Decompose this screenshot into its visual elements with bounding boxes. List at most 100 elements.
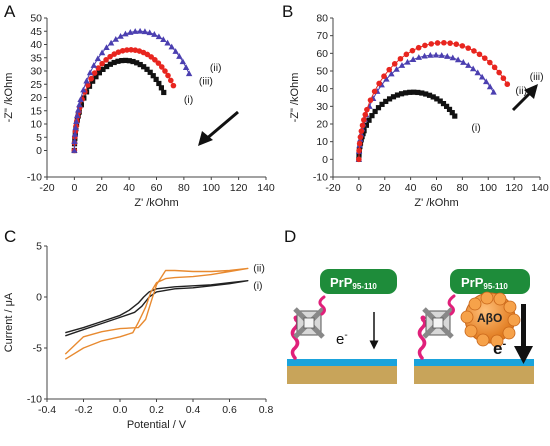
data-point [409,56,417,62]
data-point [403,51,410,58]
data-point [75,106,82,113]
data-point [95,65,102,71]
data-point [426,92,433,98]
data-point [104,63,110,70]
x-tick-label: 80 [178,182,190,194]
data-point [122,57,129,64]
data-point [141,64,147,70]
x-tick-label: 80 [457,182,469,194]
data-point [170,82,177,89]
x-tick-label: 140 [257,182,275,194]
data-point [90,78,96,84]
y-tick-label: 80 [316,13,328,25]
y-tick-label: 40 [316,83,328,95]
data-point [98,49,106,56]
data-point [441,39,447,46]
trend-arrow-head [198,131,213,146]
data-point [152,56,158,63]
y-tick-label: 70 [316,30,328,42]
abo-oligomer: AβO [460,291,521,348]
series-label: (iii) [530,71,544,83]
data-point [77,96,84,103]
data-point [356,140,363,147]
data-point [386,96,393,102]
data-point [93,74,99,80]
x-tick-label: 40 [123,182,135,194]
x-tick-label: 0.4 [186,404,201,416]
x-axis-label: Potential / V [127,419,187,431]
data-point [76,101,83,108]
data-point [132,28,139,34]
y-tick-label: 30 [30,66,42,78]
data-point [465,62,472,68]
x-tick-label: -20 [325,182,340,194]
y-tick-label: 0 [322,154,328,166]
data-point [434,40,441,46]
series-label: (iii) [199,75,213,87]
electron-arrow-right [514,304,533,364]
data-point [415,54,423,60]
data-point [356,156,362,163]
data-point [383,75,390,82]
x-tick-label: 20 [379,182,391,194]
y-tick-label: 40 [30,39,42,51]
data-point [364,106,370,113]
y-tick-label: 15 [30,105,42,117]
x-tick-label: 0.2 [149,404,164,416]
data-point [112,35,119,42]
data-point [491,64,498,71]
data-point [361,117,367,123]
data-point [360,131,366,137]
x-tick-label: 120 [230,182,248,194]
data-point [409,47,416,54]
data-point [80,86,87,93]
series-label: (i) [471,122,480,134]
data-point [100,66,106,72]
data-point [115,49,122,55]
x-tick-label: 20 [96,182,108,194]
data-point [71,130,79,137]
cyclic-voltammogram-c: -0.4 -0.2 0.0 0.2 0.4 0.6 0.8 -10 -5 0 5 Potential … [3,241,273,432]
y-axis-label: -Z" /kOhm [3,73,15,123]
series-label: (ii) [515,85,527,97]
data-point [407,89,413,95]
data-point [160,36,167,43]
data-point [367,97,374,103]
data-point [153,76,159,83]
data-point [134,60,140,66]
data-point [71,147,78,153]
data-point [147,69,153,75]
data-point [124,47,130,53]
data-point [427,51,434,58]
prp-box-right [450,269,530,294]
data-point [459,43,466,49]
trend-arrow [204,110,239,142]
data-point [449,110,455,116]
data-point [500,75,507,82]
data-point [465,45,472,51]
data-point [443,103,450,109]
data-point [390,94,397,100]
data-point [86,69,94,76]
data-point [434,96,440,102]
data-point [73,112,81,119]
data-point [127,29,134,35]
y-tick-label: -10 [27,172,42,184]
x-tick-label: 120 [505,182,523,194]
data-point [88,75,94,82]
data-point [490,88,497,95]
data-point [421,52,428,59]
data-point [411,89,417,95]
y-tick-label: 10 [30,119,42,131]
data-point [403,90,409,96]
data-point [486,83,494,90]
data-point [359,122,366,129]
data-point [422,42,428,49]
data-point [375,105,382,111]
nyquist-plot-a: -20 0 20 40 60 80 100 120 140-100510152025303540… [3,13,275,210]
y-tick-label: 0 [36,145,42,157]
data-point [481,55,488,61]
data-point [393,66,400,72]
y-tick-label: -10 [27,394,42,406]
prp-label-right: PrP95-110 [461,275,508,291]
